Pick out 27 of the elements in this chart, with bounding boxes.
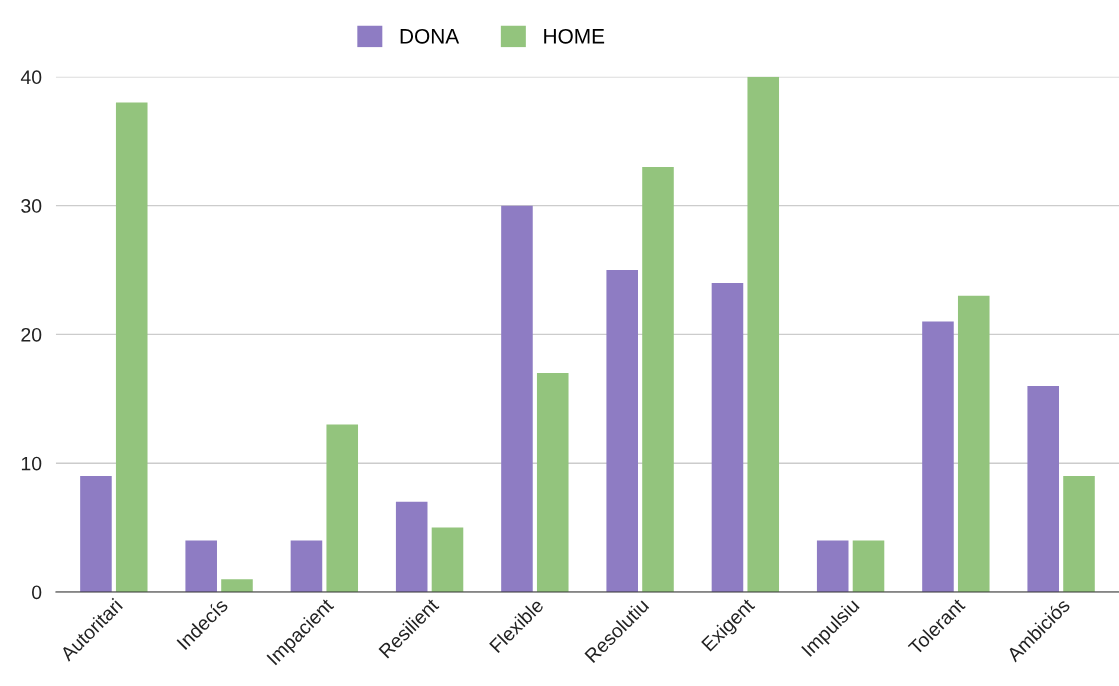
bar [816, 540, 849, 593]
bar [642, 166, 674, 593]
bar [395, 501, 428, 593]
bar [1063, 476, 1095, 593]
bar [711, 282, 744, 593]
bar [221, 579, 253, 593]
bar [957, 295, 990, 593]
bar [185, 540, 217, 593]
bar [501, 205, 533, 593]
y-tick-label: 10 [21, 456, 42, 471]
y-tick-label: 30 [21, 199, 42, 213]
legend-label: HOME [544, 28, 605, 44]
bar [852, 540, 885, 593]
y-tick-label: 20 [21, 327, 42, 342]
bar [747, 76, 780, 593]
bar [431, 527, 464, 593]
bar [922, 321, 954, 593]
bar [115, 102, 148, 593]
legend-label: DONA [400, 28, 460, 44]
bar [606, 270, 638, 593]
bar [80, 476, 112, 593]
bar [1027, 385, 1060, 593]
y-tick-label: 0 [32, 585, 42, 600]
bar [326, 424, 359, 593]
bar [536, 373, 569, 593]
y-tick-label: 40 [20, 70, 42, 85]
bar [290, 540, 323, 593]
